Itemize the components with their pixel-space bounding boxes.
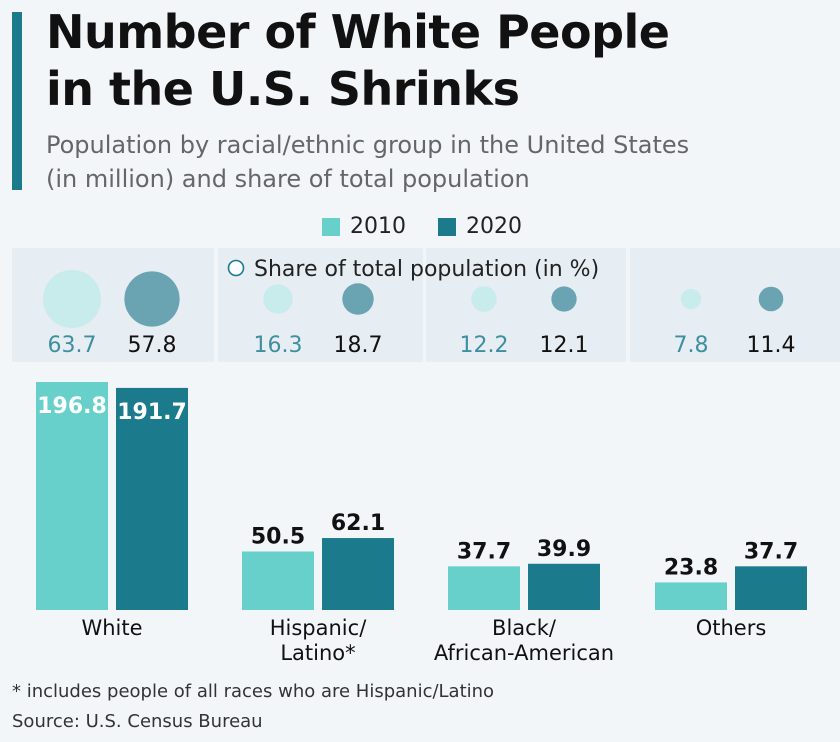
share-label-2020-2: 12.1 — [540, 333, 589, 358]
subtitle-line-1: Population by racial/ethnic group in the… — [46, 131, 690, 159]
share-panel-0 — [12, 248, 214, 362]
share-bubble-2020-2 — [551, 286, 577, 312]
value-label-2010-0: 196.8 — [37, 394, 107, 419]
category-label-1-1: Latino* — [280, 641, 355, 665]
legend-swatch-2020 — [438, 218, 456, 236]
bar-2020-1 — [322, 538, 394, 610]
legend-swatch-2010 — [322, 218, 340, 236]
category-label-0-0: White — [81, 616, 142, 640]
legend-label-2020: 2020 — [466, 214, 522, 239]
value-label-2010-1: 50.5 — [251, 524, 305, 549]
share-label-2020-0: 57.8 — [128, 333, 177, 358]
share-panel-2 — [426, 248, 626, 362]
share-legend-label: Share of total population (in %) — [254, 257, 599, 282]
title-line-2: in the U.S. Shrinks — [46, 62, 520, 116]
value-label-2020-3: 37.7 — [744, 539, 798, 564]
value-label-2010-2: 37.7 — [457, 539, 511, 564]
legend-label-2010: 2010 — [350, 214, 406, 239]
share-panel-3 — [630, 248, 840, 362]
chart-title: Number of White People in the U.S. Shrin… — [46, 4, 670, 118]
value-label-2020-2: 39.9 — [537, 537, 591, 562]
bar-2010-0 — [36, 382, 108, 610]
category-label-3-0: Others — [696, 616, 767, 640]
chart-subtitle: Population by racial/ethnic group in the… — [46, 128, 689, 196]
bar-2010-3 — [655, 582, 727, 610]
share-label-2010-0: 63.7 — [48, 333, 97, 358]
bar-2020-3 — [735, 566, 807, 610]
value-label-2020-1: 62.1 — [331, 511, 385, 536]
share-bubble-2020-0 — [124, 271, 180, 327]
accent-bar — [12, 12, 22, 190]
share-bubble-2010-2 — [471, 286, 497, 312]
share-label-2010-2: 12.2 — [460, 333, 509, 358]
share-panel-1 — [218, 248, 423, 362]
source-note: Source: U.S. Census Bureau — [12, 711, 263, 732]
share-bubble-2020-1 — [342, 283, 374, 315]
share-label-2010-3: 7.8 — [674, 333, 709, 358]
share-bubble-2020-3 — [758, 286, 784, 312]
category-label-1-0: Hispanic/ — [270, 616, 367, 640]
share-label-2010-1: 16.3 — [254, 333, 303, 358]
bar-2020-0 — [116, 387, 188, 610]
legend: 2010 2020 — [0, 212, 840, 242]
share-bubble-2010-1 — [263, 284, 293, 314]
share-bubble-2010-3 — [680, 288, 702, 310]
bar-2010-2 — [448, 566, 520, 610]
value-label-2010-3: 23.8 — [664, 555, 718, 580]
share-label-2020-1: 18.7 — [334, 333, 383, 358]
share-bubble-2010-0 — [43, 270, 101, 328]
bar-2020-2 — [528, 563, 600, 610]
category-label-2-0: Black/ — [492, 616, 557, 640]
share-legend-circle-icon — [227, 259, 245, 277]
subtitle-line-2: (in million) and share of total populati… — [46, 165, 530, 193]
bar-2010-1 — [242, 551, 314, 610]
category-label-2-1: African-American — [434, 641, 614, 665]
value-label-2020-0: 191.7 — [117, 400, 187, 425]
share-label-2020-3: 11.4 — [747, 333, 796, 358]
title-line-1: Number of White People — [46, 5, 670, 59]
footnote: * includes people of all races who are H… — [12, 681, 495, 702]
